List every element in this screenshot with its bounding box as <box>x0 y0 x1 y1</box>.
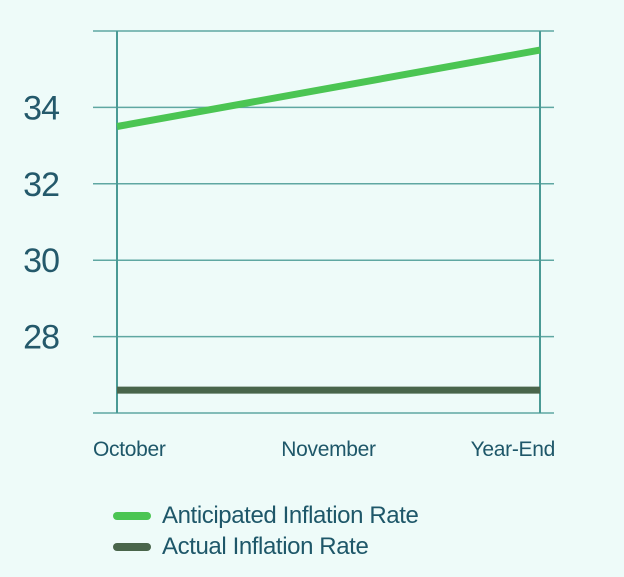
y-tick-label-32: 32 <box>23 166 59 204</box>
x-tick-label-year-end: Year-End <box>471 438 555 461</box>
series-line-anticipated <box>116 46 541 130</box>
legend-item-actual: Actual Inflation Rate <box>113 531 418 562</box>
y-tick-label-30: 30 <box>23 242 59 280</box>
legend-swatch-actual-icon <box>113 542 151 551</box>
legend-label-actual: Actual Inflation Rate <box>162 532 369 560</box>
legend-item-anticipated: Anticipated Inflation Rate <box>113 500 419 531</box>
chart-legend: Anticipated Inflation Rate Actual Inflat… <box>113 500 419 562</box>
y-tick-label-28: 28 <box>23 319 59 357</box>
legend-swatch-anticipated-icon <box>113 511 151 520</box>
x-tick-label-october: October <box>93 438 166 461</box>
y-tick-label-34: 34 <box>23 89 59 127</box>
legend-label-anticipated: Anticipated Inflation Rate <box>162 501 419 529</box>
x-tick-label-november: November <box>281 438 376 461</box>
